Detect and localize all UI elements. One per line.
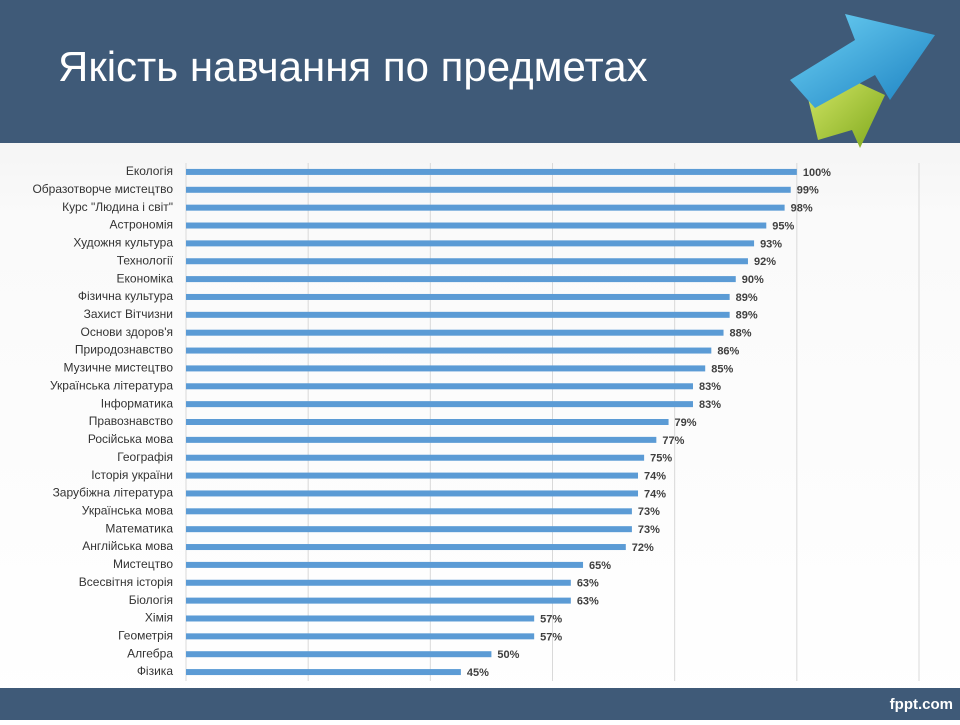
value-label: 98% bbox=[791, 203, 813, 215]
value-label: 45% bbox=[467, 667, 489, 679]
y-tick-label: Хімія bbox=[145, 611, 173, 625]
value-label: 57% bbox=[540, 631, 562, 643]
value-label: 83% bbox=[699, 399, 721, 411]
value-label: 86% bbox=[717, 345, 739, 357]
bar bbox=[186, 669, 461, 676]
bar bbox=[186, 633, 535, 640]
value-label: 95% bbox=[772, 220, 794, 232]
value-label: 74% bbox=[644, 488, 666, 500]
value-label: 63% bbox=[577, 596, 599, 608]
y-tick-label: Основи здоров'я bbox=[81, 325, 173, 339]
y-tick-label: Природознавство bbox=[75, 343, 173, 357]
y-tick-label: Географія bbox=[117, 450, 173, 464]
y-tick-label: Художня культура bbox=[73, 236, 173, 250]
y-tick-label: Економіка bbox=[117, 271, 174, 285]
value-label: 92% bbox=[754, 256, 776, 268]
bar bbox=[186, 472, 639, 479]
y-tick-label: Фізична культура bbox=[78, 289, 173, 303]
footer-brand: fppt.com bbox=[890, 696, 953, 713]
y-tick-label: Образотворче мистецтво bbox=[32, 182, 173, 196]
bar bbox=[186, 222, 767, 229]
bar bbox=[186, 276, 736, 283]
value-label: 88% bbox=[730, 328, 752, 340]
bar bbox=[186, 329, 724, 336]
bar bbox=[186, 186, 791, 193]
y-tick-label: Мистецтво bbox=[113, 557, 173, 571]
y-tick-label: Російська мова bbox=[88, 432, 173, 446]
y-tick-label: Екологія bbox=[126, 164, 173, 178]
bar bbox=[186, 204, 785, 211]
bar bbox=[186, 365, 706, 372]
slide-title: Якість навчання по предметах bbox=[58, 43, 648, 90]
header-band bbox=[0, 0, 960, 143]
bar bbox=[186, 436, 657, 443]
value-label: 89% bbox=[736, 292, 758, 304]
y-tick-label: Математика bbox=[105, 521, 173, 535]
y-tick-label: Історія україни bbox=[91, 468, 173, 482]
value-label: 85% bbox=[711, 363, 733, 375]
bar bbox=[186, 293, 730, 300]
value-label: 100% bbox=[803, 167, 831, 179]
value-label: 50% bbox=[497, 649, 519, 661]
value-label: 79% bbox=[675, 417, 697, 429]
y-tick-label: Інформатика bbox=[101, 396, 174, 410]
bar bbox=[186, 597, 571, 604]
value-label: 65% bbox=[589, 560, 611, 572]
bar bbox=[186, 168, 797, 175]
bar bbox=[186, 419, 669, 425]
value-label: 93% bbox=[760, 238, 782, 250]
bar bbox=[186, 258, 748, 265]
y-tick-label: Технології bbox=[117, 253, 174, 267]
bar bbox=[186, 490, 639, 497]
bar bbox=[186, 579, 571, 586]
bar bbox=[186, 651, 492, 658]
value-label: 89% bbox=[736, 310, 758, 322]
value-label: 83% bbox=[699, 381, 721, 393]
value-label: 99% bbox=[797, 185, 819, 197]
value-label: 90% bbox=[742, 274, 764, 286]
y-tick-label: Біологія bbox=[129, 593, 173, 607]
bar bbox=[186, 544, 626, 551]
bar bbox=[186, 311, 730, 318]
value-label: 72% bbox=[632, 542, 654, 554]
bar bbox=[186, 615, 535, 622]
value-label: 75% bbox=[650, 453, 672, 465]
bar bbox=[186, 561, 584, 568]
value-label: 73% bbox=[638, 506, 660, 518]
y-tick-label: Українська мова bbox=[82, 503, 174, 517]
y-tick-label: Фізика bbox=[137, 664, 174, 678]
y-tick-label: Курс "Людина і світ" bbox=[62, 200, 173, 214]
y-tick-label: Правознавство bbox=[89, 414, 174, 428]
bar bbox=[186, 454, 645, 461]
blue-arrow bbox=[790, 14, 935, 108]
bar bbox=[186, 240, 755, 247]
value-label: 63% bbox=[577, 578, 599, 590]
value-label: 77% bbox=[662, 435, 684, 447]
y-tick-label: Астрономія bbox=[109, 218, 173, 232]
y-tick-label: Алгебра bbox=[127, 646, 173, 660]
bar bbox=[186, 347, 712, 354]
value-label: 57% bbox=[540, 613, 562, 625]
y-tick-label: Зарубіжна література bbox=[53, 486, 174, 500]
value-label: 74% bbox=[644, 470, 666, 482]
y-tick-label: Захист Вітчизни bbox=[84, 307, 173, 321]
y-tick-label: Українська література bbox=[50, 378, 173, 392]
y-tick-label: Англійська мова bbox=[82, 539, 173, 553]
bar bbox=[186, 401, 693, 408]
bar bbox=[186, 526, 632, 533]
y-tick-label: Геометрія bbox=[118, 629, 173, 643]
y-tick-label: Всесвітня історія bbox=[79, 575, 173, 589]
bar bbox=[186, 383, 693, 390]
y-tick-label: Музичне мистецтво bbox=[64, 361, 174, 375]
bar bbox=[186, 508, 632, 515]
footer-band bbox=[0, 688, 960, 720]
value-label: 73% bbox=[638, 524, 660, 536]
